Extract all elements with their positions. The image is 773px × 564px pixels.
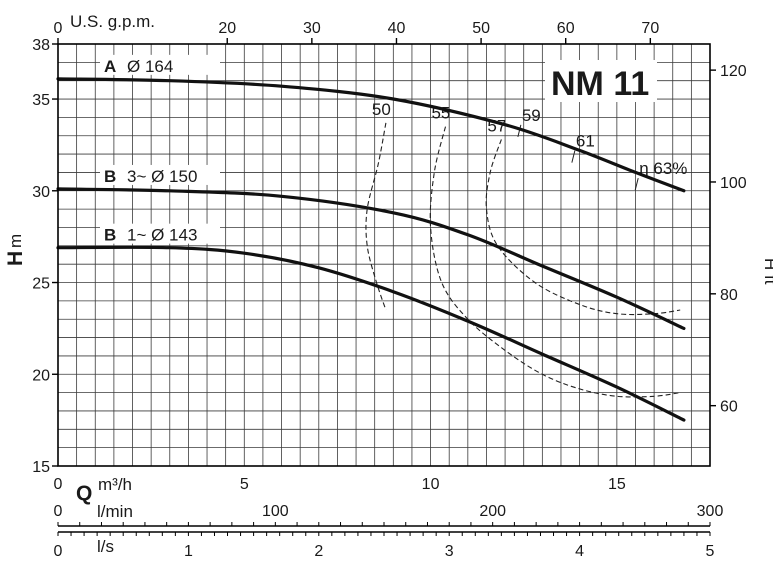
series-label-bg	[100, 164, 220, 185]
efficiency-label: 61	[576, 132, 595, 151]
q-axis-unit: m³/h	[98, 475, 132, 494]
series-name: 3~ Ø 150	[127, 167, 197, 186]
lmin-tick-label: 0	[54, 503, 63, 520]
x-top-tick-label: 50	[472, 20, 490, 37]
efficiency-label: η 63%	[639, 159, 687, 178]
ls-axis-title: l/s	[97, 537, 114, 556]
right-axis-title: H ft	[761, 258, 773, 285]
x-tick-label: 0	[54, 476, 63, 493]
ls-tick-label: 4	[575, 543, 584, 560]
ls-tick-label: 5	[706, 543, 715, 560]
efficiency-leader	[634, 177, 639, 191]
left-axis-unit: m	[6, 234, 25, 248]
x-top-tick-label: 20	[218, 20, 236, 37]
head-curve-B1	[56, 245, 686, 422]
plot-frame	[57, 43, 711, 467]
efficiency-curve-57	[485, 139, 681, 316]
x-top-tick-label: 60	[557, 20, 575, 37]
efficiency-leader	[571, 150, 576, 163]
y-right-tick-label: 100	[720, 175, 747, 192]
y-tick-label: 30	[32, 184, 50, 201]
lmin-axis-title: l/min	[97, 502, 133, 521]
x-tick-label: 5	[240, 476, 249, 493]
efficiency-curve-50	[365, 122, 387, 311]
head-curve-B3	[56, 187, 686, 330]
series-letter: B	[104, 226, 116, 245]
x-top-tick-label: 30	[303, 20, 321, 37]
x-tick-label: 15	[608, 476, 626, 493]
ls-tick-label: 1	[184, 543, 193, 560]
chart-title: NM 11	[551, 65, 649, 103]
series-name: Ø 164	[127, 57, 173, 76]
efficiency-label: 59	[522, 106, 541, 125]
left-axis-title: H	[4, 251, 27, 266]
x-tick-label: 10	[422, 476, 440, 493]
head-curve-A	[56, 77, 686, 193]
series-label-bg	[100, 54, 220, 75]
efficiency-curve-55	[429, 126, 681, 398]
lmin-tick-label: 200	[479, 503, 506, 520]
y-right-tick-label: 60	[720, 399, 738, 416]
x-top-tick-label: 40	[388, 20, 406, 37]
ls-tick-label: 3	[445, 543, 454, 560]
lmin-tick-label: 100	[262, 503, 289, 520]
y-right-tick-label: 120	[720, 63, 747, 80]
ls-tick-label: 2	[314, 543, 323, 560]
series-letter: B	[104, 167, 116, 186]
grid	[58, 44, 710, 466]
series-label-bg	[100, 223, 220, 244]
y-tick-label: 20	[32, 367, 50, 384]
series-name: 1~ Ø 143	[127, 226, 197, 245]
head-curves: A Ø 164 B 3~ Ø 150 B 1~ Ø 143	[56, 54, 686, 422]
y-tick-label: 35	[32, 92, 50, 109]
x-top-tick-label: 70	[641, 20, 659, 37]
lmin-tick-label: 300	[697, 503, 724, 520]
series-letter: A	[104, 57, 116, 76]
y-right-tick-label: 80	[720, 287, 738, 304]
y-tick-label: 15	[32, 459, 50, 476]
top-axis-title: U.S. g.p.m.	[70, 12, 155, 31]
ls-tick-label: 0	[54, 543, 63, 560]
y-tick-label: 25	[32, 276, 50, 293]
title-box	[545, 60, 657, 102]
efficiency-label: 50	[372, 100, 391, 119]
y-tick-label: 38	[32, 37, 50, 54]
x-top-tick-label: 0	[54, 20, 63, 37]
efficiency-leader	[517, 124, 522, 138]
q-axis-title: Q	[76, 482, 92, 505]
